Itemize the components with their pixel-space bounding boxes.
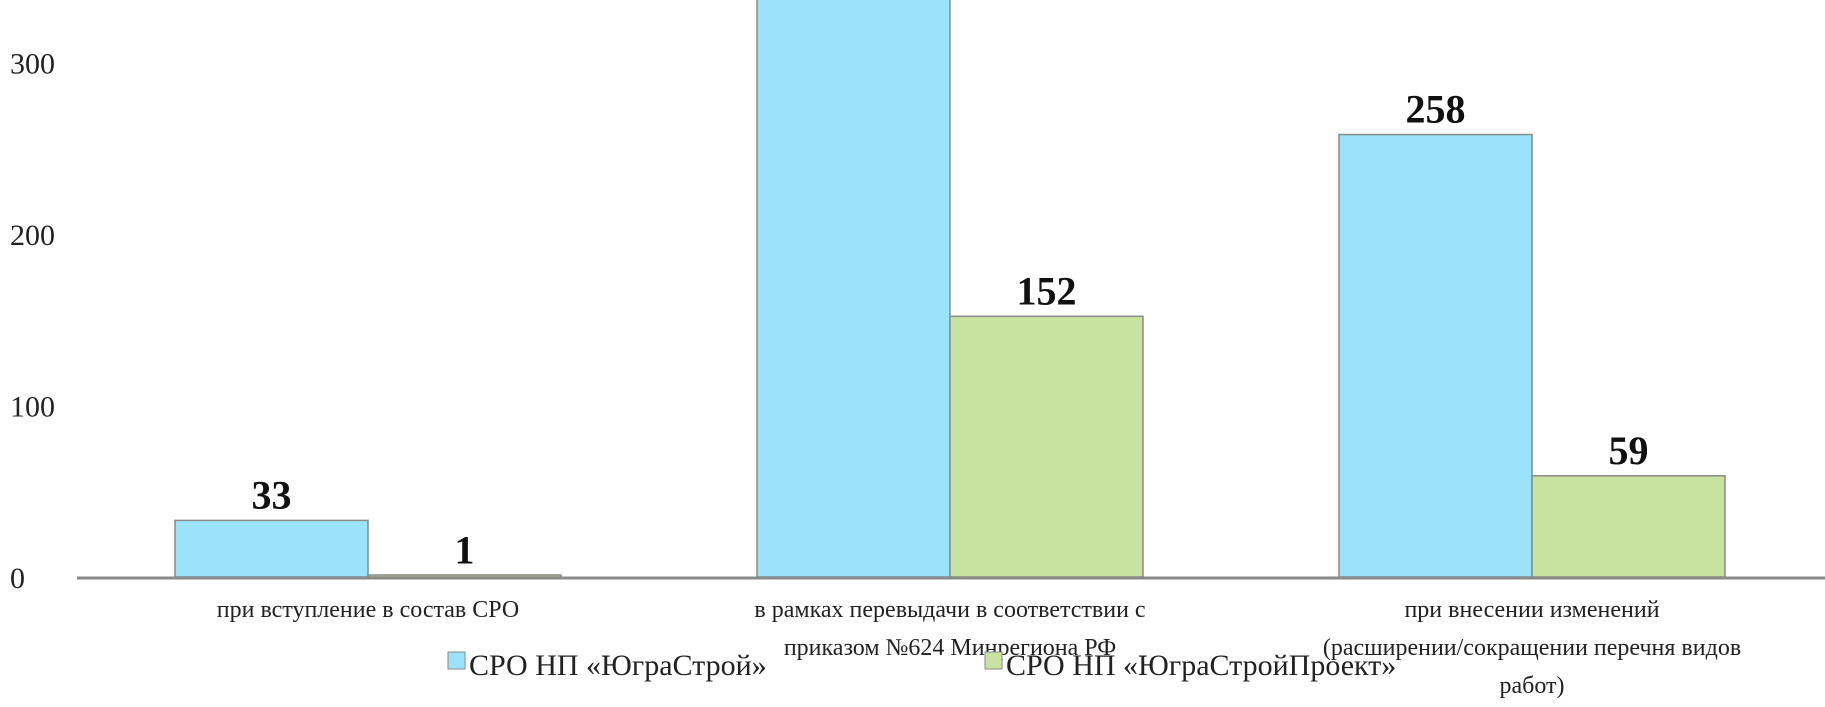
category-label-3-line-1: при внесении изменений xyxy=(1404,597,1659,623)
category-label-3-line-2: (расширении/сокращении перечня видов xyxy=(1323,635,1741,661)
data-label-series2-cat3: 59 xyxy=(1609,428,1649,473)
y-tick-label-200: 200 xyxy=(10,219,55,252)
legend-label-ugrastroy: СРО НП «ЮграСтрой» xyxy=(469,649,767,682)
bar-series1-cat1 xyxy=(174,519,369,578)
data-label-series2-cat1: 1 xyxy=(455,527,475,572)
data-labels: 33 258 1 152 59 xyxy=(252,87,1649,573)
category-label-3-line-3: работ) xyxy=(1499,673,1564,699)
y-tick-label-300: 300 xyxy=(10,48,55,81)
category-label-2-line-1: в рамках перевыдачи в соответствии с xyxy=(754,597,1145,623)
y-tick-label-0: 0 xyxy=(10,562,25,595)
data-label-series2-cat2: 152 xyxy=(1017,268,1077,313)
category-label-1-line-1: при вступление в состав СРО xyxy=(217,597,520,623)
legend: СРО НП «ЮграСтрой» СРО НП «ЮграСтройПрое… xyxy=(447,649,1396,682)
data-label-series1-cat1: 33 xyxy=(252,472,292,517)
bar-series2-cat3 xyxy=(1531,475,1726,578)
x-axis-category-labels: при вступление в состав СРО в рамках пере… xyxy=(217,597,1741,699)
category-label-2-line-2: приказом №624 Минрегиона РФ xyxy=(784,635,1116,661)
bar-series1-cat3 xyxy=(1338,133,1533,578)
legend-label-ugrastroyproekt: СРО НП «ЮграСтройПроект» xyxy=(1006,649,1396,682)
legend-swatch-ugrastroyproekt xyxy=(984,651,1003,670)
y-axis-ticks: 0 100 200 300 xyxy=(10,48,55,596)
y-tick-label-100: 100 xyxy=(10,391,55,424)
bar-series1-cat2 xyxy=(756,0,951,578)
data-label-series1-cat3: 258 xyxy=(1406,87,1466,132)
bars xyxy=(174,0,1726,578)
legend-swatch-ugrastroy xyxy=(447,651,466,670)
bar-series2-cat2 xyxy=(949,315,1144,578)
